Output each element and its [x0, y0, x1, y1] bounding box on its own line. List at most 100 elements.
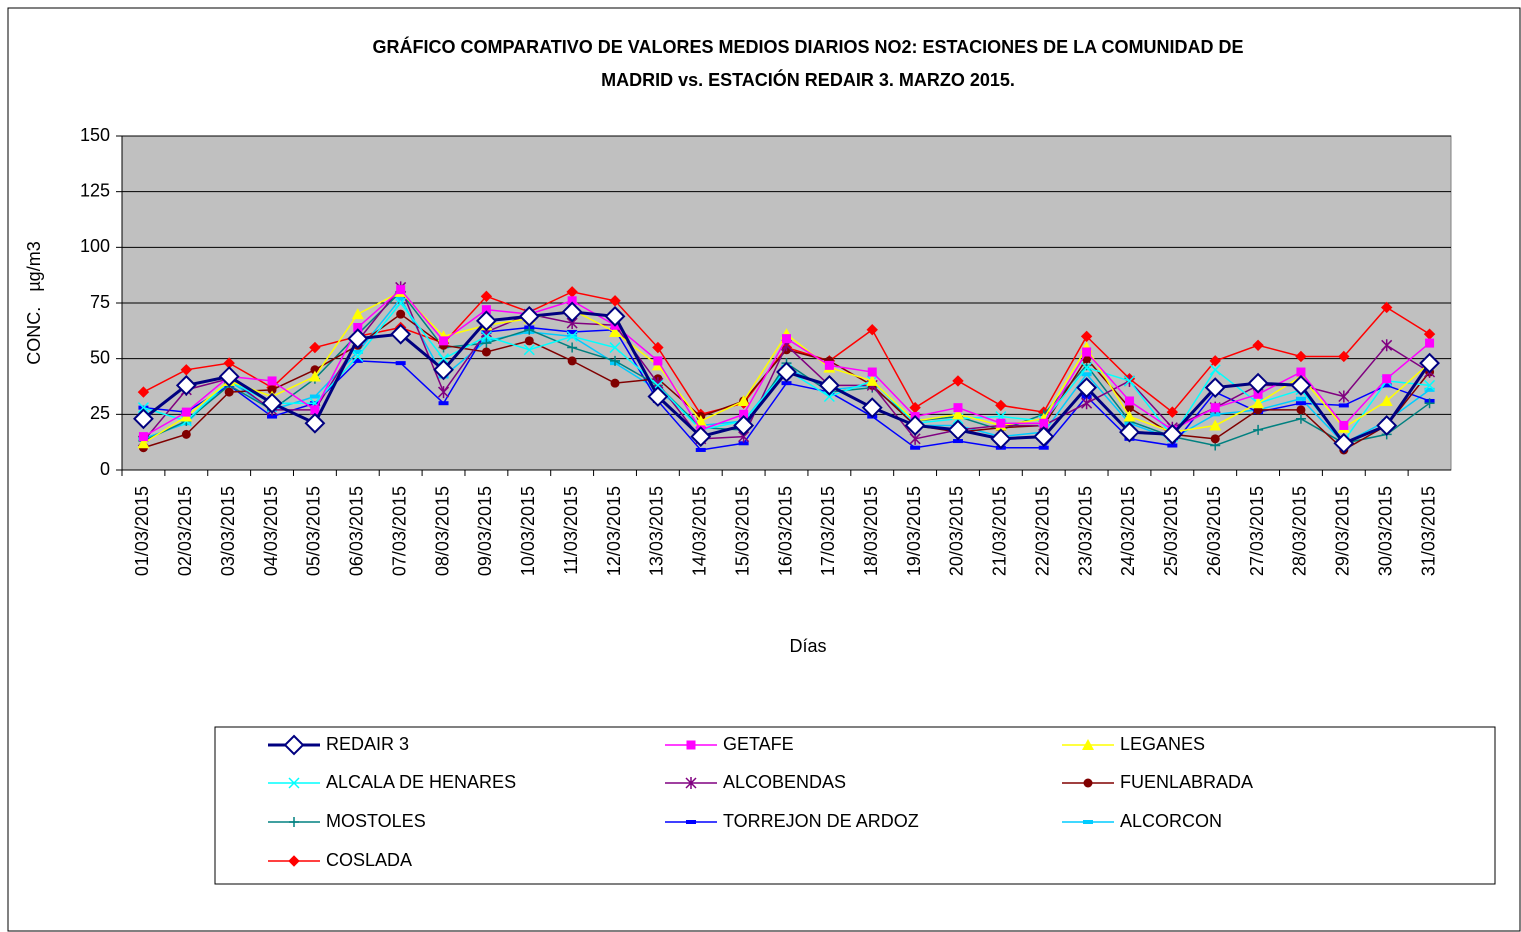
x-tick-label: 21/03/2015 [990, 486, 1010, 576]
marker [567, 342, 578, 353]
legend-label: TORREJON DE ARDOZ [723, 811, 919, 831]
marker [781, 381, 792, 386]
marker [1380, 301, 1393, 314]
marker [1124, 396, 1134, 406]
y-tick-label: 75 [90, 292, 110, 312]
marker [1083, 778, 1093, 788]
marker [289, 817, 299, 827]
x-tick-label: 10/03/2015 [518, 486, 538, 576]
marker [947, 419, 969, 441]
x-tick-label: 20/03/2015 [947, 486, 967, 576]
marker [1253, 389, 1263, 399]
legend-label: LEGANES [1120, 734, 1205, 754]
marker [1083, 820, 1093, 824]
legend-label: GETAFE [723, 734, 794, 754]
marker [1252, 339, 1264, 352]
marker [1204, 377, 1226, 399]
x-tick-label: 16/03/2015 [775, 486, 795, 576]
marker [1167, 443, 1178, 448]
marker [1381, 339, 1393, 352]
marker [1081, 362, 1093, 374]
marker [1039, 418, 1049, 428]
marker [181, 407, 191, 417]
x-tick-label: 30/03/2015 [1375, 486, 1395, 576]
marker [353, 322, 363, 332]
x-tick-label: 15/03/2015 [732, 486, 752, 576]
marker [738, 441, 749, 446]
marker [475, 310, 497, 332]
y-tick-label: 0 [100, 459, 110, 479]
marker [1038, 445, 1049, 450]
marker [561, 301, 583, 323]
marker [1339, 420, 1349, 430]
x-tick-label: 19/03/2015 [904, 486, 924, 576]
marker [396, 285, 406, 295]
marker [480, 290, 493, 303]
marker [823, 390, 835, 403]
x-tick-label: 25/03/2015 [1161, 486, 1181, 576]
marker [952, 375, 964, 387]
marker [567, 356, 577, 366]
marker [390, 323, 412, 345]
marker [137, 402, 149, 414]
marker [1333, 432, 1355, 454]
marker [433, 359, 454, 381]
marker [604, 305, 626, 327]
marker [567, 296, 577, 306]
marker [690, 426, 712, 448]
marker [866, 324, 878, 336]
marker [218, 366, 240, 387]
marker [518, 305, 540, 327]
y-tick-label: 25 [90, 403, 110, 423]
x-tick-label: 08/03/2015 [432, 486, 452, 576]
x-tick-label: 24/03/2015 [1118, 486, 1138, 576]
marker [1295, 413, 1306, 424]
x-tick-label: 14/03/2015 [690, 486, 710, 576]
marker [283, 734, 305, 756]
marker [686, 820, 696, 824]
marker [481, 338, 492, 349]
x-tick-label: 22/03/2015 [1032, 486, 1052, 576]
marker [137, 437, 150, 449]
marker [1081, 397, 1093, 410]
marker [904, 415, 926, 436]
x-tick-label: 28/03/2015 [1290, 486, 1310, 576]
marker [866, 374, 879, 386]
marker [737, 394, 750, 406]
marker [1123, 410, 1136, 422]
y-axis-label: CONC. µg/m3 [24, 241, 44, 364]
marker [1295, 350, 1307, 363]
marker [438, 401, 449, 406]
marker [267, 376, 277, 386]
marker [309, 394, 320, 399]
marker [1424, 379, 1436, 391]
legend [214, 726, 1496, 885]
legend-label: REDAIR 3 [326, 734, 409, 754]
marker [910, 445, 921, 450]
marker [1119, 421, 1140, 443]
marker [1295, 401, 1306, 406]
marker [133, 408, 154, 430]
marker [567, 329, 578, 334]
x-tick-label: 09/03/2015 [475, 486, 495, 576]
marker [609, 342, 621, 354]
marker [739, 409, 749, 419]
marker [1081, 372, 1092, 377]
x-tick-label: 18/03/2015 [861, 486, 881, 576]
x-tick-label: 04/03/2015 [261, 486, 281, 576]
x-tick-label: 13/03/2015 [647, 486, 667, 576]
y-tick-label: 150 [80, 125, 110, 145]
marker [951, 408, 964, 420]
x-tick-label: 06/03/2015 [347, 486, 367, 576]
marker [309, 341, 321, 354]
marker [694, 415, 707, 427]
marker [1210, 434, 1220, 444]
marker [1123, 375, 1136, 387]
marker [438, 353, 450, 365]
marker [867, 367, 877, 377]
marker [1082, 347, 1092, 357]
marker [137, 386, 150, 398]
marker [995, 399, 1007, 412]
marker [395, 296, 406, 301]
x-tick-label: 03/03/2015 [218, 486, 238, 576]
